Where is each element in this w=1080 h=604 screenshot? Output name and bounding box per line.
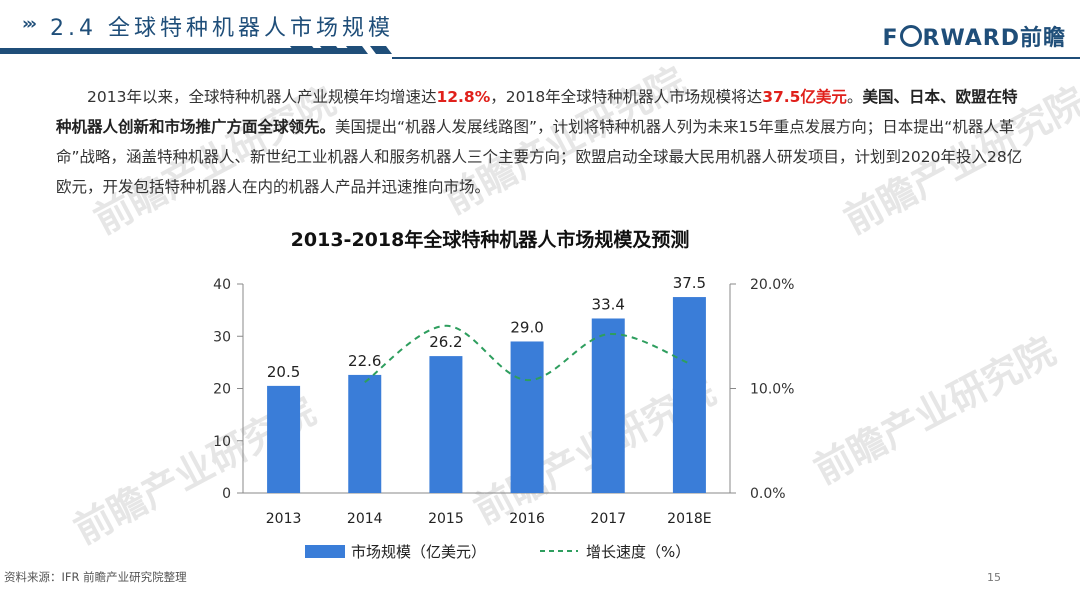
bar [267, 385, 301, 493]
source-note: 资料来源：IFR 前瞻产业研究院整理 [4, 570, 187, 584]
intro-text: ，2018年全球特种机器人市场规模将达 [490, 88, 763, 106]
intro-paragraph: 2013年以来，全球特种机器人产业规模年均增速达12.8%，2018年全球特种机… [56, 82, 1024, 202]
x-tick-label: 2013 [266, 511, 302, 527]
legend-bar-label: 市场规模（亿美元） [351, 543, 486, 561]
x-tick-label: 2014 [347, 511, 383, 527]
legend-line-label: 增长速度（%） [586, 543, 690, 561]
title-arrows-icon: ››› [22, 14, 37, 34]
bar [591, 318, 625, 493]
x-tick-label: 2017 [590, 511, 626, 527]
bar-data-label: 22.6 [348, 352, 381, 370]
x-tick-label: 2018E [667, 511, 711, 527]
y-right-tick-label: 0.0% [750, 486, 786, 502]
logo-ring-icon [899, 25, 922, 47]
bar-data-label: 37.5 [673, 274, 706, 292]
y-left-tick-label: 30 [213, 329, 231, 345]
bar-data-label: 33.4 [592, 295, 625, 313]
bar-data-label: 29.0 [510, 318, 543, 336]
bar [429, 356, 463, 493]
bar-data-label: 20.5 [267, 363, 300, 381]
y-left-tick-label: 10 [213, 434, 231, 450]
chart-title: 2013-2018年全球特种机器人市场规模及预测 [291, 228, 690, 251]
intro-text: 美国提出“机器人发展线路图”，计划将特种机器人列为未来15年重点发展方向；日本提… [56, 118, 1023, 196]
leaders-statement: 美国、日本、欧盟在特种机器人创新和市场推广方面全球领先。 [56, 88, 1018, 136]
growth-rate-highlight: 12.8% [436, 88, 491, 106]
page-number: 15 [987, 571, 1001, 584]
x-tick-label: 2016 [509, 511, 545, 527]
legend-bar-swatch [305, 545, 345, 558]
bar-data-label: 26.2 [429, 333, 462, 351]
bar [510, 341, 544, 493]
bar [672, 297, 706, 493]
slide-title: 2.4 全球特种机器人市场规模 [50, 16, 394, 41]
intro-text: 。 [846, 88, 863, 106]
market-size-highlight: 37.5亿美元 [762, 88, 847, 106]
y-right-tick-label: 10.0% [750, 382, 794, 398]
y-left-tick-label: 20 [213, 382, 231, 398]
forward-logo: F RWARD前瞻 [882, 25, 1066, 51]
header-stripes [0, 46, 1080, 59]
intro-text: 2013年以来，全球特种机器人产业规模年均增速达 [87, 88, 437, 106]
y-left-tick-label: 40 [213, 277, 231, 293]
market-size-chart: 2013-2018年全球特种机器人市场规模及预测 0 10 20 30 40 0.0% 10… [213, 228, 794, 561]
slide-header: ››› 2.4 全球特种机器人市场规模 F RWARD前瞻 [0, 0, 1080, 62]
y-left-tick-label: 0 [222, 486, 231, 502]
y-right-tick-label: 20.0% [750, 277, 794, 293]
chart-plot: 0 10 20 30 40 0.0% 10.0% 20.0% 20.5 22.6 26.2 29.0 3… [213, 274, 794, 561]
bar [348, 374, 382, 493]
x-tick-label: 2015 [428, 511, 464, 527]
